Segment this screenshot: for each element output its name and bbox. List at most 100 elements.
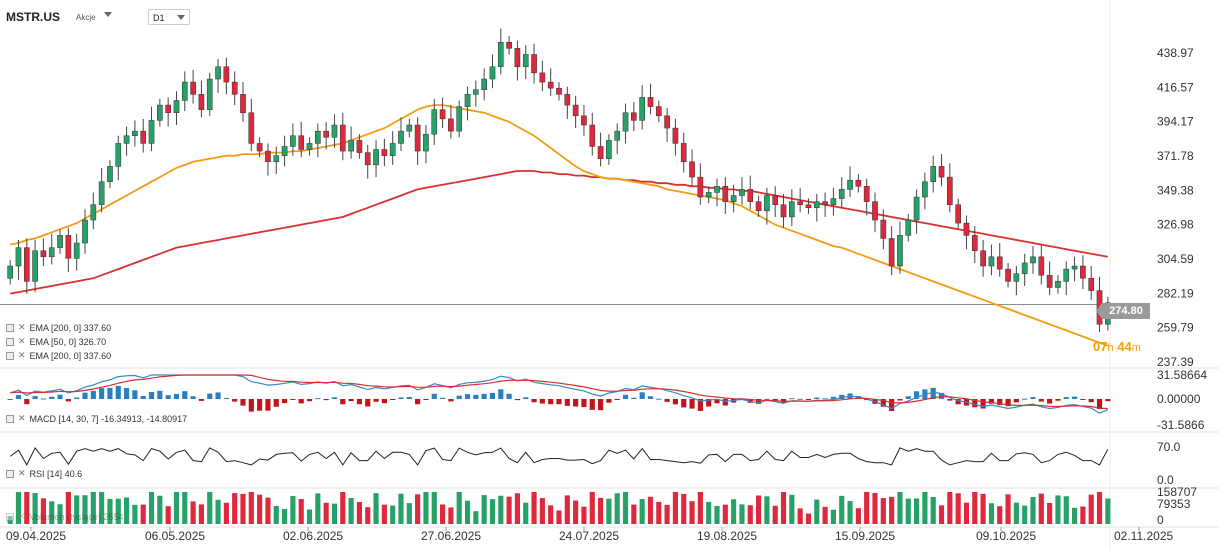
candle-body	[971, 235, 978, 251]
volume-bar	[273, 505, 279, 524]
candle-body	[722, 186, 729, 202]
volume-bar	[789, 494, 795, 524]
volume-bar	[173, 492, 180, 524]
legend-macd[interactable]: ✕ MACD [14, 30, 7] -16.34913, -14.80917	[6, 413, 187, 424]
candle-body	[15, 247, 22, 267]
signal-line	[10, 374, 1108, 410]
volume-bar	[1055, 495, 1061, 524]
close-icon[interactable]: ✕	[18, 350, 26, 360]
macd-histogram-bar	[190, 396, 196, 399]
volume-bar	[331, 503, 338, 524]
macd-histogram-bar	[714, 399, 720, 404]
legend-ema-200-b[interactable]: ✕ EMA [200, 0] 337.60	[6, 350, 111, 361]
volume-bar	[672, 492, 678, 524]
legend-volume[interactable]: ✕ Volumen (tysiące) 2554	[6, 511, 124, 522]
macd-histogram-bar	[99, 388, 105, 399]
candle-body	[772, 195, 779, 205]
volume-bar	[589, 492, 595, 524]
price-tick-label: 416.57	[1157, 80, 1194, 94]
candle-body	[655, 106, 662, 117]
volume-bar	[15, 492, 22, 524]
volume-bar	[365, 507, 371, 524]
price-tick-label: 438.97	[1157, 46, 1194, 60]
candle-body	[148, 120, 155, 144]
volume-bar	[739, 504, 745, 524]
macd-histogram-bar	[672, 399, 678, 405]
close-icon[interactable]: ✕	[18, 468, 26, 478]
volume-bar	[614, 493, 620, 524]
macd-histogram-bar	[24, 399, 30, 405]
close-icon[interactable]: ✕	[18, 322, 26, 332]
symbol-dropdown-icon[interactable]	[104, 12, 112, 17]
macd-histogram-bar	[1105, 399, 1111, 402]
close-icon[interactable]: ✕	[18, 336, 26, 346]
volume-bar	[157, 495, 163, 524]
legend-rsi[interactable]: ✕ RSI [14] 40.6	[6, 468, 82, 479]
rsi-tick-label: 0.0	[1157, 473, 1174, 487]
candle-body	[281, 146, 288, 156]
macd-histogram-bar	[506, 393, 512, 399]
candle-body	[48, 247, 55, 258]
macd-histogram-bar	[373, 399, 379, 402]
macd-histogram-bar	[797, 398, 803, 400]
volume-bar	[390, 505, 396, 524]
candle-body	[389, 143, 396, 156]
macd-histogram-bar	[772, 399, 778, 401]
timeframe-select[interactable]: D1	[148, 9, 190, 25]
volume-bar	[398, 493, 404, 524]
indicator-icon	[6, 512, 14, 521]
macd-histogram-bar	[157, 390, 163, 399]
candle-countdown: 07h 44m	[1093, 339, 1141, 354]
macd-histogram-bar	[356, 399, 362, 405]
indicator-icon	[6, 469, 14, 478]
legend-ema-200-a[interactable]: ✕ EMA [200, 0] 337.60	[6, 322, 111, 333]
volume-bar	[697, 492, 703, 524]
macd-histogram-bar	[448, 399, 454, 402]
candle-body	[697, 176, 704, 198]
macd-histogram-bar	[381, 399, 387, 404]
volume-bar	[1047, 502, 1053, 524]
volume-bar	[822, 506, 828, 524]
macd-histogram-bar	[980, 399, 986, 409]
volume-bar	[1096, 492, 1103, 524]
candle-body	[1088, 278, 1095, 291]
price-tick-label: 282.19	[1157, 286, 1194, 300]
macd-histogram-bar	[1022, 398, 1028, 400]
symbol-label[interactable]: MSTR.US	[6, 10, 60, 24]
candle-body	[373, 149, 379, 166]
volume-bar	[814, 499, 820, 524]
indicator-icon	[6, 414, 14, 423]
candle-body	[315, 130, 321, 144]
volume-bar	[381, 504, 387, 524]
volume-bar	[914, 498, 920, 524]
macd-histogram-bar	[115, 385, 121, 399]
macd-histogram-bar	[331, 397, 338, 399]
macd-histogram-bar	[148, 391, 155, 399]
macd-histogram-bar	[706, 399, 712, 407]
legend-ema-50[interactable]: ✕ EMA [50, 0] 326.70	[6, 336, 106, 347]
volume-bar	[864, 492, 870, 524]
candle-body	[231, 81, 238, 95]
volume-bar	[406, 503, 412, 524]
macd-histogram-bar	[789, 398, 795, 400]
macd-histogram-bar	[523, 397, 529, 399]
macd-histogram-bar	[880, 399, 886, 407]
candle-body	[564, 94, 571, 106]
volume-bar	[140, 504, 146, 524]
candle-body	[639, 97, 645, 121]
candle-body	[905, 219, 912, 236]
candle-body	[813, 201, 820, 209]
close-icon[interactable]: ✕	[18, 511, 26, 521]
volume-bar	[49, 501, 55, 524]
candle-body	[248, 112, 255, 144]
macd-histogram-bar	[573, 399, 579, 407]
candle-body	[730, 195, 737, 202]
volume-bar	[448, 507, 454, 524]
macd-histogram-bar	[498, 389, 504, 399]
date-tick-label: 02.11.2025	[1114, 529, 1173, 543]
volume-bar	[207, 492, 213, 524]
close-icon[interactable]: ✕	[18, 413, 26, 423]
macd-histogram-bar	[57, 394, 63, 399]
volume-bar	[415, 494, 421, 524]
candle-body	[1005, 268, 1011, 282]
